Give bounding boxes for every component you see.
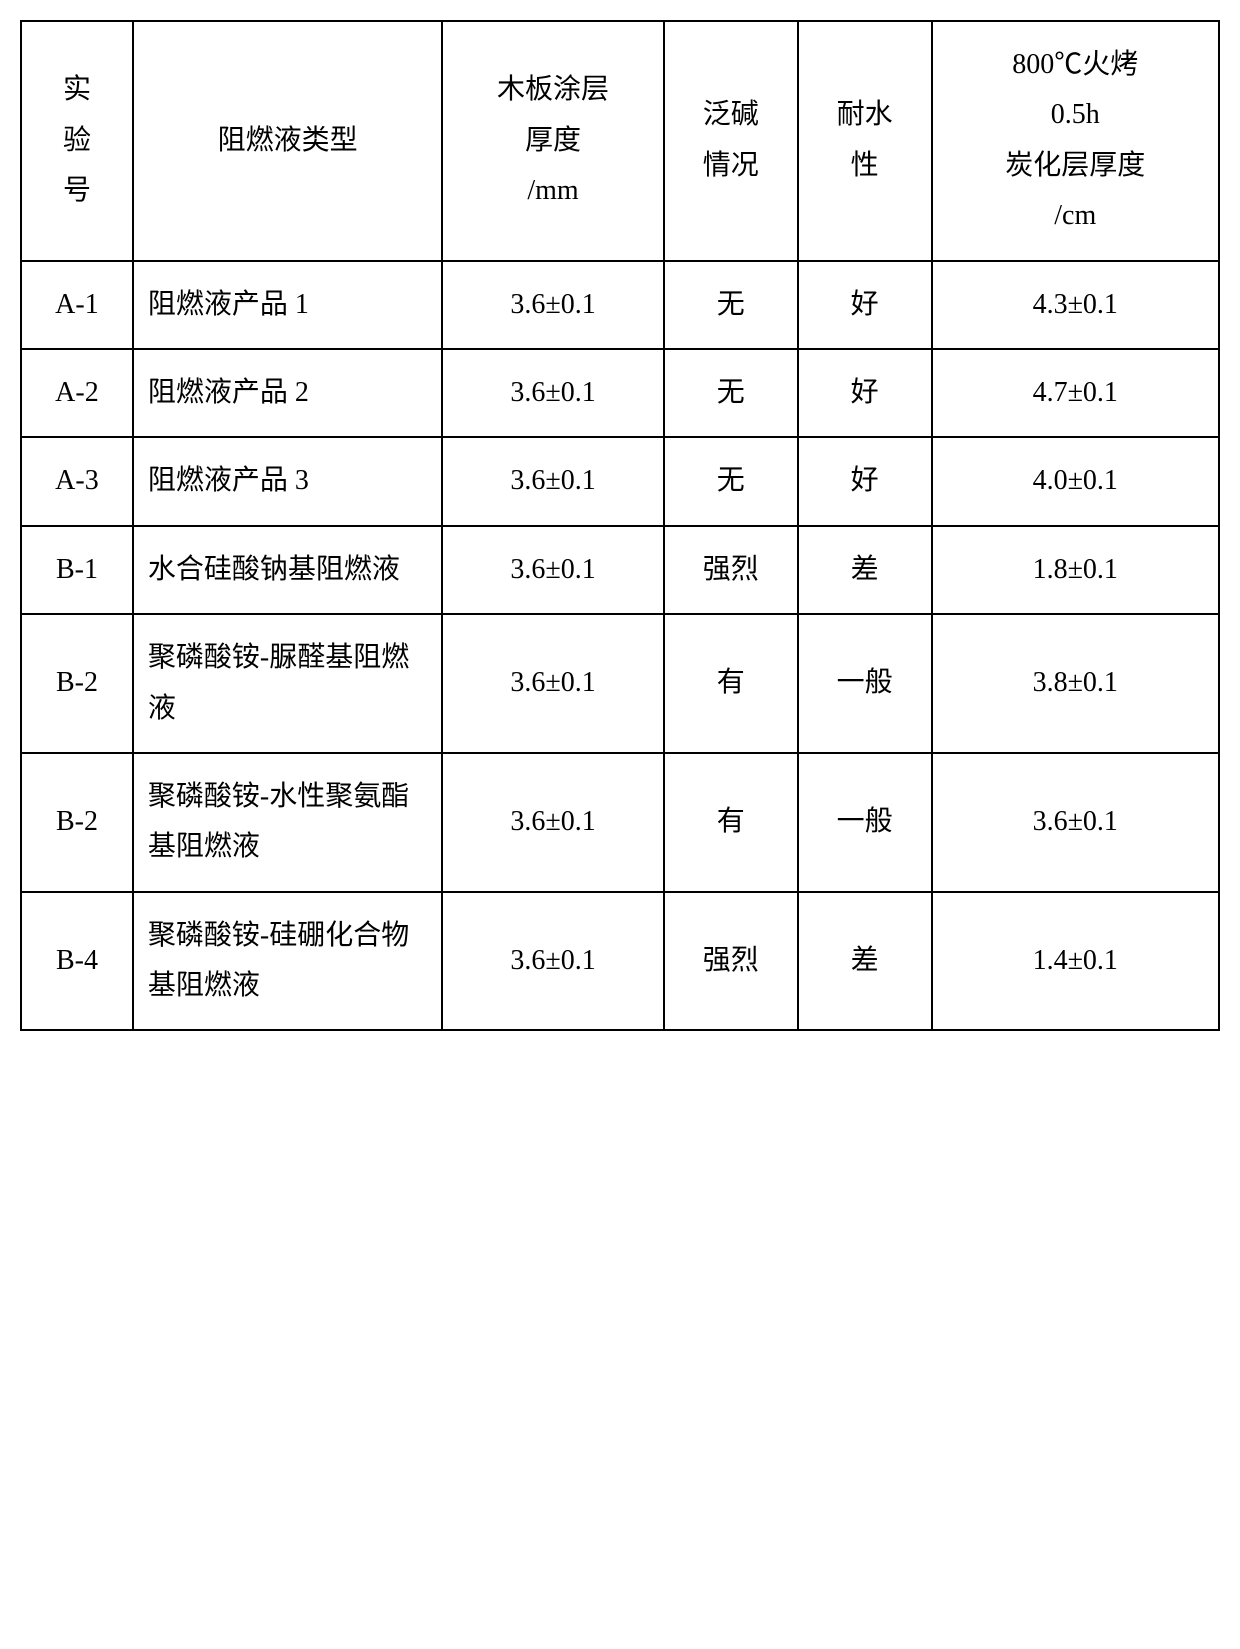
table-row: B-2 聚磷酸铵-水性聚氨酯基阻燃液 3.6±0.1 有 一般 3.6±0.1 <box>21 753 1219 892</box>
cell-water: 好 <box>798 261 932 349</box>
cell-water: 差 <box>798 526 932 614</box>
table-row: A-1 阻燃液产品 1 3.6±0.1 无 好 4.3±0.1 <box>21 261 1219 349</box>
cell-thick: 3.6±0.1 <box>442 526 664 614</box>
cell-char: 1.8±0.1 <box>932 526 1220 614</box>
cell-char: 1.4±0.1 <box>932 892 1220 1031</box>
cell-type: 聚磷酸铵-硅硼化合物基阻燃液 <box>133 892 442 1031</box>
table-header-row: 实验号 阻燃液类型 木板涂层厚度/mm 泛碱情况 耐水性 800℃火烤0.5h炭… <box>21 21 1219 261</box>
header-type: 阻燃液类型 <box>133 21 442 261</box>
cell-alk: 强烈 <box>664 892 798 1031</box>
flame-retardant-table: 实验号 阻燃液类型 木板涂层厚度/mm 泛碱情况 耐水性 800℃火烤0.5h炭… <box>20 20 1220 1031</box>
cell-exp: A-2 <box>21 349 133 437</box>
cell-alk: 无 <box>664 349 798 437</box>
table-row: A-3 阻燃液产品 3 3.6±0.1 无 好 4.0±0.1 <box>21 437 1219 525</box>
table-row: B-1 水合硅酸钠基阻燃液 3.6±0.1 强烈 差 1.8±0.1 <box>21 526 1219 614</box>
cell-thick: 3.6±0.1 <box>442 261 664 349</box>
header-exp-no: 实验号 <box>21 21 133 261</box>
cell-exp: B-1 <box>21 526 133 614</box>
cell-type: 聚磷酸铵-脲醛基阻燃液 <box>133 614 442 753</box>
cell-thick: 3.6±0.1 <box>442 892 664 1031</box>
header-water: 耐水性 <box>798 21 932 261</box>
header-alkali: 泛碱情况 <box>664 21 798 261</box>
cell-type: 阻燃液产品 1 <box>133 261 442 349</box>
cell-thick: 3.6±0.1 <box>442 614 664 753</box>
cell-water: 好 <box>798 437 932 525</box>
cell-char: 4.0±0.1 <box>932 437 1220 525</box>
cell-water: 一般 <box>798 753 932 892</box>
cell-type: 阻燃液产品 3 <box>133 437 442 525</box>
cell-exp: B-2 <box>21 614 133 753</box>
cell-exp: A-3 <box>21 437 133 525</box>
cell-thick: 3.6±0.1 <box>442 349 664 437</box>
cell-type: 阻燃液产品 2 <box>133 349 442 437</box>
cell-char: 4.3±0.1 <box>932 261 1220 349</box>
table-body: A-1 阻燃液产品 1 3.6±0.1 无 好 4.3±0.1 A-2 阻燃液产… <box>21 261 1219 1031</box>
cell-char: 4.7±0.1 <box>932 349 1220 437</box>
cell-water: 好 <box>798 349 932 437</box>
cell-type: 聚磷酸铵-水性聚氨酯基阻燃液 <box>133 753 442 892</box>
cell-thick: 3.6±0.1 <box>442 437 664 525</box>
table-row: B-2 聚磷酸铵-脲醛基阻燃液 3.6±0.1 有 一般 3.8±0.1 <box>21 614 1219 753</box>
table-row: B-4 聚磷酸铵-硅硼化合物基阻燃液 3.6±0.1 强烈 差 1.4±0.1 <box>21 892 1219 1031</box>
cell-alk: 无 <box>664 437 798 525</box>
cell-alk: 强烈 <box>664 526 798 614</box>
header-thickness: 木板涂层厚度/mm <box>442 21 664 261</box>
cell-exp: B-4 <box>21 892 133 1031</box>
cell-water: 差 <box>798 892 932 1031</box>
cell-alk: 无 <box>664 261 798 349</box>
cell-alk: 有 <box>664 753 798 892</box>
header-char: 800℃火烤0.5h炭化层厚度/cm <box>932 21 1220 261</box>
cell-type: 水合硅酸钠基阻燃液 <box>133 526 442 614</box>
cell-thick: 3.6±0.1 <box>442 753 664 892</box>
cell-alk: 有 <box>664 614 798 753</box>
cell-char: 3.6±0.1 <box>932 753 1220 892</box>
table-row: A-2 阻燃液产品 2 3.6±0.1 无 好 4.7±0.1 <box>21 349 1219 437</box>
cell-char: 3.8±0.1 <box>932 614 1220 753</box>
cell-water: 一般 <box>798 614 932 753</box>
cell-exp: B-2 <box>21 753 133 892</box>
cell-exp: A-1 <box>21 261 133 349</box>
